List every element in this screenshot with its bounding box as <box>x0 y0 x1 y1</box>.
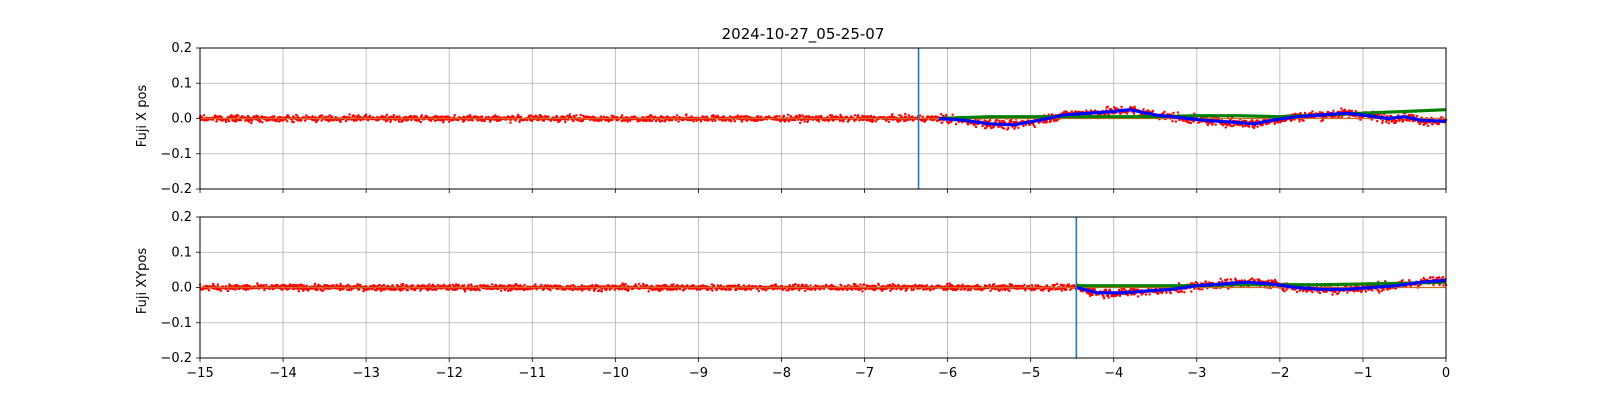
y-tick-label: −0.1 <box>160 147 192 162</box>
y-tick-label: −0.1 <box>160 316 192 331</box>
x-tick-label: −4 <box>1104 366 1123 381</box>
y-tick-label: 0.0 <box>171 281 192 296</box>
smoothed-series <box>1076 278 1447 295</box>
y-tick-label: 0.1 <box>171 76 192 91</box>
x-tick-label: −15 <box>186 366 213 381</box>
x-tick-label: −5 <box>1021 366 1040 381</box>
x-tick-label: −9 <box>689 366 708 381</box>
green-series <box>939 108 1447 121</box>
y-tick-label: 0.0 <box>171 112 192 127</box>
x-tick-label: −1 <box>1353 366 1372 381</box>
x-tick-label: 0 <box>1442 366 1450 381</box>
plot-frame <box>199 216 1447 359</box>
x-tick-label: −12 <box>435 366 462 381</box>
y-tick-label: −0.2 <box>160 182 192 197</box>
y-axis-label-xy-pos: Fuji XYpos <box>135 248 150 314</box>
y-tick-label: 0.2 <box>171 210 192 225</box>
x-tick-label: −8 <box>772 366 791 381</box>
panel-xy-pos: Fuji XYpos −15 −14 −13 −12 −11 −10 −9 −8 −7 −6 −5−… <box>135 210 1450 381</box>
x-tick-label: −13 <box>352 366 379 381</box>
y-axis-label-x-pos: Fuji X pos <box>135 85 150 148</box>
x-tick-label: −6 <box>938 366 957 381</box>
x-tick-label: −3 <box>1187 366 1206 381</box>
y-tick-label: −0.2 <box>160 351 192 366</box>
x-tick-label: −14 <box>269 366 296 381</box>
chart-title: 2024-10-27_05-25-07 <box>722 25 885 44</box>
y-tick-label: 0.2 <box>171 41 192 56</box>
smoothed-series <box>939 108 1447 127</box>
x-tick-label: −11 <box>519 366 546 381</box>
plot-frame <box>199 47 1447 190</box>
y-tick-label: 0.1 <box>171 245 192 260</box>
x-tick-label: −2 <box>1270 366 1289 381</box>
panel-x-pos: Fuji X pos 0.2 0.1 0.0 −0.1 −0.2 <box>135 41 1448 197</box>
x-tick-label: −7 <box>855 366 874 381</box>
x-tick-label: −10 <box>602 366 629 381</box>
